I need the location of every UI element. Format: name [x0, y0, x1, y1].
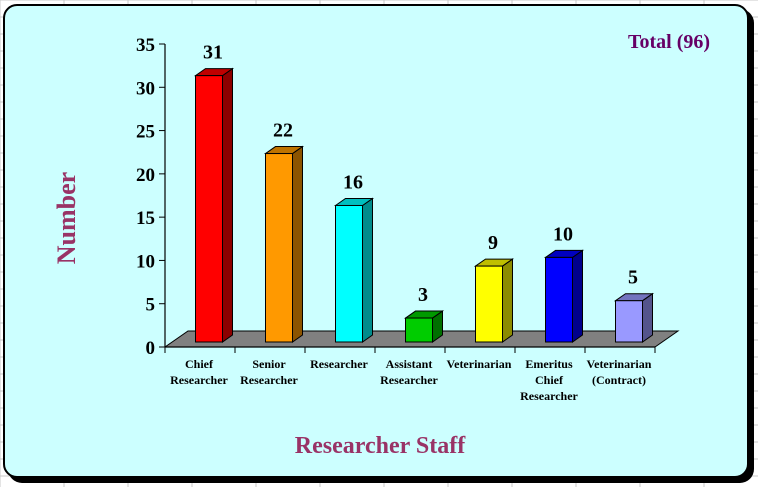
- y-axis-title: Number: [52, 172, 81, 264]
- x-axis-title: Researcher Staff: [295, 433, 466, 459]
- y-tick-label: 25: [136, 122, 155, 143]
- x-category-label: Senior Researcher: [240, 357, 298, 387]
- y-tick-label: 5: [146, 295, 156, 316]
- bar-value-label: 9: [488, 232, 498, 254]
- x-category-label-line: Researcher: [520, 389, 578, 403]
- bar-front: [405, 317, 433, 343]
- chart-area: [3, 4, 749, 478]
- x-category-label: Researcher: [310, 357, 368, 371]
- x-category-label-line: Chief: [185, 357, 214, 371]
- total-annotation: Total (96): [628, 31, 710, 53]
- bar-side: [642, 292, 653, 343]
- bar-value-label: 5: [628, 267, 638, 289]
- y-tick-label: 20: [136, 165, 155, 186]
- bar: [193, 67, 235, 343]
- y-tick-label: 10: [136, 251, 155, 272]
- x-category-label-line: Senior: [252, 357, 286, 371]
- bar: [473, 258, 515, 343]
- bar-front: [335, 204, 363, 343]
- x-category-label-line: Veterinarian: [587, 357, 652, 371]
- bar-front: [475, 265, 503, 343]
- x-category-label-line: Researcher: [380, 373, 438, 387]
- y-tick-label: 0: [146, 338, 156, 359]
- bar-side: [222, 67, 233, 343]
- x-category-label: Chief Researcher: [170, 357, 228, 387]
- bar-side: [362, 197, 373, 343]
- bar-side: [572, 249, 583, 343]
- y-tick-label: 15: [136, 208, 155, 229]
- x-category-label: Veterinarian (Contract): [587, 357, 652, 387]
- bar-value-label: 3: [418, 284, 428, 306]
- bar: [263, 145, 305, 343]
- bar: [333, 197, 375, 343]
- x-category-label-line: Researcher: [240, 373, 298, 387]
- x-category-label: Veterinarian: [447, 357, 512, 371]
- bar-front: [545, 256, 573, 343]
- bar: [403, 310, 445, 343]
- x-category-label-line: Chief: [535, 373, 564, 387]
- bar-value-label: 16: [343, 171, 363, 193]
- bar-front: [615, 300, 643, 343]
- bar-side: [502, 258, 513, 343]
- bar-front: [265, 153, 293, 343]
- x-category-label-line: (Contract): [592, 373, 646, 387]
- bar-value-label: 31: [203, 42, 223, 64]
- x-category-label-line: Assistant: [386, 357, 433, 371]
- bar-side: [292, 145, 303, 343]
- bar-front: [195, 75, 223, 343]
- x-category-label-line: Emeritus: [525, 357, 573, 371]
- bar: [543, 249, 585, 343]
- x-category-label: Emeritus Chief Researcher: [520, 357, 578, 403]
- x-category-label: Assistant Researcher: [380, 357, 438, 387]
- bar-value-label: 22: [273, 120, 293, 142]
- x-category-label-line: Researcher: [310, 357, 368, 371]
- x-category-label-line: Researcher: [170, 373, 228, 387]
- bar-value-label: 10: [553, 223, 573, 245]
- y-tick-label: 35: [136, 35, 155, 56]
- y-tick-label: 30: [136, 78, 155, 99]
- x-category-label-line: Veterinarian: [447, 357, 512, 371]
- bar: [613, 292, 655, 343]
